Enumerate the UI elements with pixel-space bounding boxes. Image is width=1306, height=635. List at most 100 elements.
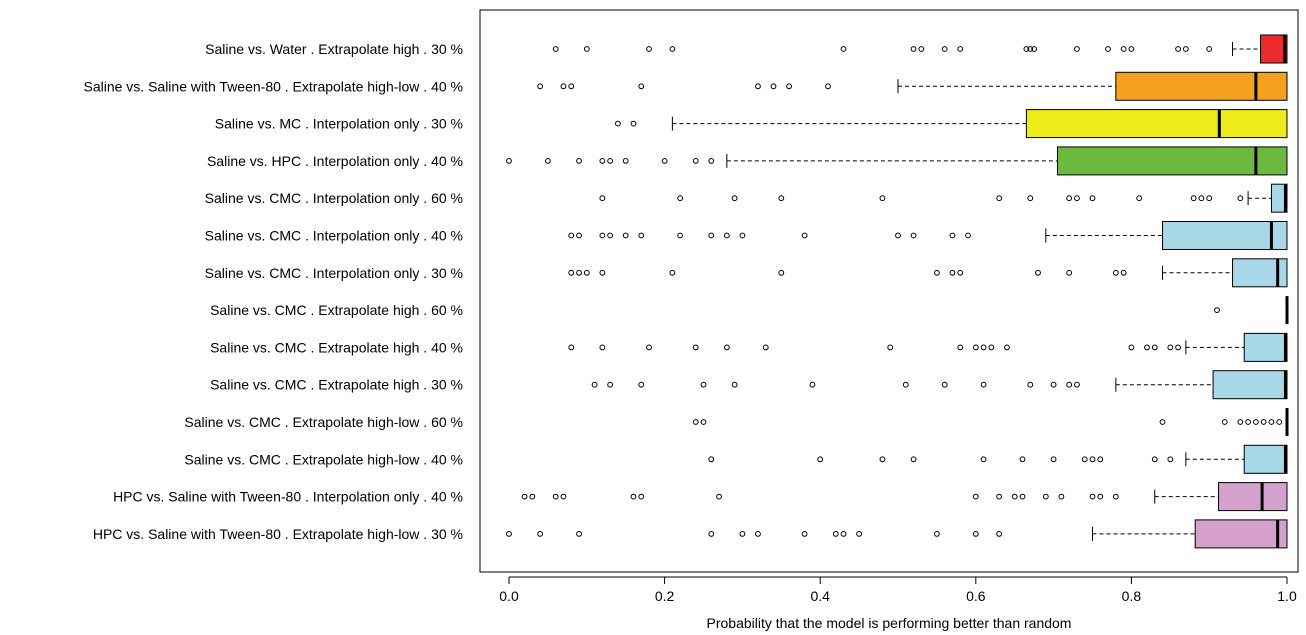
row-label: HPC vs. Saline with Tween-80 . Interpola… (113, 489, 463, 505)
outlier-point (1182, 46, 1189, 52)
outlier-point (1128, 46, 1135, 52)
outlier-point (599, 195, 606, 202)
outlier-point (731, 195, 738, 202)
outlier-point (583, 269, 590, 276)
outlier-point (934, 531, 940, 537)
x-tick-label: 0.4 (810, 588, 830, 604)
outlier-point (739, 531, 746, 537)
outlier-point (1066, 381, 1073, 388)
outlier-point (786, 83, 792, 90)
outlier-point (1027, 381, 1034, 388)
outlier-point (583, 46, 590, 52)
x-tick-label: 1.0 (1277, 588, 1297, 604)
outlier-point (770, 83, 777, 90)
box-row: HPC vs. Saline with Tween-80 . Extrapola… (93, 519, 1288, 549)
outlier-point (638, 381, 645, 388)
box-row: HPC vs. Saline with Tween-80 . Interpola… (113, 482, 1288, 512)
outlier-point (941, 46, 948, 52)
outlier-point (980, 381, 987, 388)
outlier-point (1128, 344, 1135, 351)
x-tick-label: 0.6 (966, 588, 986, 604)
row-label: Saline vs. HPC . Interpolation only . 40… (207, 153, 463, 169)
outlier-point (817, 456, 824, 463)
outlier-point (801, 232, 808, 239)
box (1194, 519, 1288, 549)
outlier-point (552, 493, 559, 500)
outlier-point (537, 83, 544, 90)
outlier-point (1237, 195, 1244, 202)
outlier-point (1089, 195, 1096, 202)
outlier-point (887, 344, 894, 351)
outlier-point (840, 46, 847, 52)
outlier-point (1097, 456, 1104, 463)
box (1056, 146, 1288, 176)
box-row: Saline vs. CMC . Extrapolate high-low . … (184, 444, 1288, 474)
row-label: Saline vs. CMC . Interpolation only . 30… (205, 265, 463, 281)
outlier-point (723, 344, 730, 351)
outlier-point (622, 158, 629, 164)
outlier-point (910, 456, 917, 463)
outlier-point (972, 493, 979, 500)
outlier-point (1175, 46, 1181, 52)
row-label: Saline vs. CMC . Extrapolate high-low . … (184, 414, 463, 430)
outlier-point (809, 381, 816, 388)
outlier-point (1144, 344, 1150, 351)
x-tick-label: 0.8 (1122, 588, 1142, 604)
outlier-point (1019, 493, 1026, 500)
outlier-point (607, 158, 614, 164)
box-row: Saline vs. CMC . Interpolation only . 30… (205, 258, 1288, 288)
outlier-point (615, 120, 621, 127)
row-label: Saline vs. MC . Interpolation only . 30 … (215, 116, 463, 132)
outlier-point (576, 158, 582, 164)
outlier-point (1260, 419, 1267, 425)
outlier-point (638, 493, 645, 500)
row-label: Saline vs. Saline with Tween-80 . Extrap… (83, 78, 463, 94)
x-axis: 0.0 0.2 0.4 0.6 0.8 1.0 (499, 576, 1297, 604)
outlier-point (669, 46, 676, 52)
outlier-point (879, 195, 886, 202)
box-row: Saline vs. CMC . Interpolation only . 60… (205, 183, 1288, 213)
outlier-point (1190, 195, 1197, 202)
x-tick-label: 0.2 (655, 588, 675, 604)
outlier-point (560, 83, 567, 90)
outlier-point (879, 456, 886, 463)
outlier-point (692, 344, 699, 351)
outlier-point (1206, 195, 1213, 202)
outlier-point (996, 493, 1003, 500)
outlier-point (677, 195, 684, 202)
row-label: Saline vs. CMC . Extrapolate high . 60 % (210, 302, 463, 318)
row-label: Saline vs. CMC . Interpolation only . 60… (205, 190, 463, 206)
outlier-point (1159, 419, 1166, 425)
outlier-point (638, 83, 645, 90)
outlier-point (1276, 419, 1283, 425)
box-row: Saline vs. CMC . Interpolation only . 40… (205, 221, 1288, 250)
box (1243, 444, 1288, 474)
row-label: Saline vs. CMC . Extrapolate high . 30 % (210, 377, 463, 393)
outlier-point (506, 158, 512, 164)
outlier-point (560, 493, 567, 500)
outlier-point (762, 344, 769, 351)
outlier-point (545, 158, 551, 164)
outlier-point (988, 344, 995, 351)
outlier-point (1074, 195, 1080, 202)
outlier-point (1042, 493, 1049, 500)
outlier-point (1019, 456, 1026, 463)
outlier-point (700, 419, 707, 425)
outlier-point (568, 344, 575, 351)
outlier-point (902, 381, 909, 388)
outlier-point (1066, 269, 1073, 276)
outlier-point (1097, 493, 1104, 500)
outlier-point (1221, 419, 1228, 425)
outlier-point (552, 46, 559, 52)
outlier-point (957, 269, 964, 276)
outlier-point (708, 531, 715, 537)
box (1162, 221, 1288, 250)
outlier-point (599, 232, 606, 239)
outlier-point (895, 232, 901, 239)
outlier-point (576, 232, 582, 239)
outlier-point (568, 232, 575, 239)
outlier-point (739, 232, 746, 239)
box (1218, 482, 1288, 512)
outlier-point (1081, 456, 1088, 463)
box (1270, 183, 1288, 213)
